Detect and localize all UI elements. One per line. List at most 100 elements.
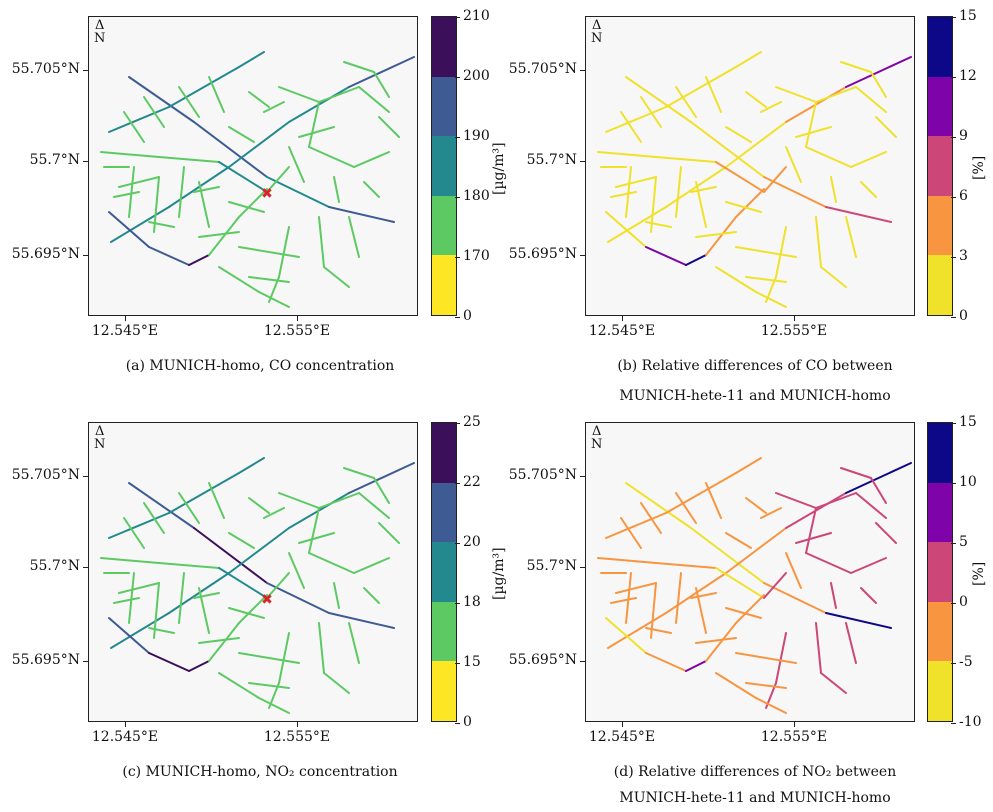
- y-tick: 55.695°N: [0, 652, 88, 668]
- street-segment: [318, 86, 360, 103]
- street-segment: [128, 482, 195, 529]
- street-segment: [745, 276, 787, 283]
- street-segment: [128, 572, 135, 624]
- street-segment: [775, 226, 787, 278]
- street-segment: [308, 552, 355, 574]
- y-tick: 55.7°N: [0, 558, 88, 574]
- street-segment: [715, 161, 765, 193]
- street-segment: [118, 582, 160, 594]
- street-segment: [178, 492, 200, 524]
- street-segment: [625, 166, 632, 218]
- street-segment: [278, 492, 320, 509]
- street-segment: [238, 51, 265, 68]
- colorbar-tick: 0: [951, 308, 968, 324]
- y-tick: 55.695°N: [493, 246, 585, 262]
- street-segment: [695, 587, 707, 634]
- street-segment: [665, 472, 737, 514]
- street-segment: [690, 527, 765, 584]
- street-segment: [715, 567, 765, 599]
- street-segment: [378, 116, 400, 138]
- colorbar-label: [%]: [971, 155, 987, 180]
- street-segment: [333, 176, 340, 203]
- street-segment: [188, 254, 210, 266]
- street-segment: [288, 552, 305, 589]
- street-segment: [645, 246, 687, 266]
- colorbar-tick: 15: [951, 8, 977, 24]
- street-segment: [840, 467, 872, 479]
- street-segment: [343, 467, 375, 479]
- street-segment: [298, 532, 335, 544]
- y-tick: 55.705°N: [0, 467, 88, 483]
- street-segment: [228, 201, 265, 213]
- street-segment: [775, 86, 817, 103]
- street-segment: [760, 507, 782, 519]
- street-segment: [845, 216, 857, 258]
- street-segment: [640, 96, 662, 128]
- street-segment: [168, 166, 230, 208]
- caption-c: (c) MUNICH-homo, NO₂ concentration: [122, 764, 398, 780]
- street-network-b: [597, 51, 912, 308]
- street-segment: [218, 266, 260, 293]
- street-segment: [348, 462, 415, 494]
- street-segment: [358, 86, 390, 113]
- x-tick: 12.545°E: [577, 316, 667, 339]
- street-segment: [645, 652, 687, 672]
- colorbar-band: [432, 255, 456, 315]
- colorbar-band: [432, 195, 456, 256]
- street-segment: [725, 607, 762, 619]
- street-segment: [148, 627, 175, 634]
- street-segment: [328, 612, 395, 629]
- street-segment: [318, 492, 360, 509]
- street-segment: [348, 56, 415, 88]
- street-segment: [158, 562, 220, 569]
- x-tick: 12.555°E: [749, 722, 839, 745]
- street-segment: [620, 111, 642, 143]
- street-segment: [785, 146, 802, 183]
- colorbar-band: [928, 661, 952, 721]
- y-tick: 55.7°N: [493, 558, 585, 574]
- street-segment: [775, 632, 787, 684]
- street-segment: [690, 121, 765, 178]
- street-segment: [597, 557, 657, 564]
- street-segment: [363, 181, 380, 198]
- street-segment: [308, 101, 320, 148]
- street-segment: [755, 291, 787, 308]
- street-segment: [685, 254, 707, 266]
- street-segment: [193, 592, 220, 599]
- colorbar-band: [928, 423, 952, 483]
- street-segment: [328, 206, 395, 223]
- street-segment: [805, 552, 852, 574]
- colorbar-band: [928, 601, 952, 662]
- x-tick: 12.555°E: [749, 316, 839, 339]
- street-segment: [353, 151, 390, 168]
- street-segment: [178, 86, 200, 118]
- street-segment: [655, 562, 717, 569]
- colorbar-b: [927, 16, 953, 316]
- street-segment: [675, 572, 682, 624]
- street-segment: [178, 166, 185, 218]
- street-segment: [288, 146, 305, 183]
- street-segment: [308, 146, 355, 168]
- street-segment: [110, 206, 170, 243]
- colorbar-tick: 180: [455, 188, 490, 204]
- street-segment: [745, 91, 767, 108]
- street-segment: [695, 637, 737, 644]
- street-segment: [735, 652, 797, 664]
- street-segment: [845, 56, 912, 88]
- street-segment: [725, 527, 787, 574]
- colorbar-label: [%]: [971, 561, 987, 586]
- colorbar-tick: 0: [951, 594, 968, 610]
- street-segment: [870, 71, 887, 98]
- colorbar-band: [928, 482, 952, 543]
- street-segment: [815, 86, 857, 103]
- colorbar-band: [432, 76, 456, 137]
- colorbar-a: [431, 16, 457, 316]
- colorbar-d: [927, 422, 953, 722]
- street-segment: [725, 121, 787, 168]
- street-segment: [238, 246, 300, 258]
- street-segment: [763, 582, 827, 614]
- street-segment: [625, 482, 692, 529]
- colorbar-c: [431, 422, 457, 722]
